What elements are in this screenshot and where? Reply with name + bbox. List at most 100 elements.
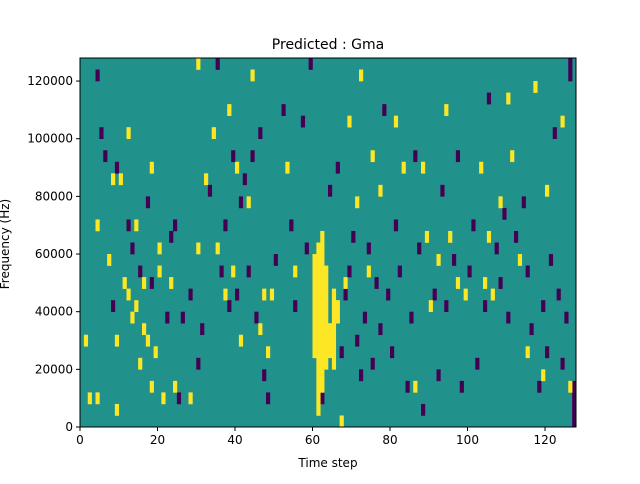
heatmap-cell-low xyxy=(351,230,356,243)
heatmap-cell-low xyxy=(397,265,402,278)
heatmap-cell-low xyxy=(173,219,178,232)
heatmap-cell-low xyxy=(347,265,352,278)
heatmap-cell-low xyxy=(359,369,364,382)
heatmap-cell-high xyxy=(126,288,131,301)
heatmap-cell-high xyxy=(196,242,201,255)
heatmap-cell-low xyxy=(242,173,247,186)
y-tick-label: 60000 xyxy=(35,247,73,261)
heatmap-cell-low xyxy=(529,323,534,336)
heatmap-cell-low xyxy=(545,346,550,359)
heatmap-cell-high xyxy=(393,115,399,128)
heatmap-cell-low xyxy=(370,357,375,370)
heatmap-cell-high xyxy=(250,69,255,82)
heatmap-cell-high xyxy=(149,380,154,393)
x-tick-label: 20 xyxy=(150,433,165,447)
heatmap-cell-low xyxy=(258,127,263,140)
heatmap-cell-low xyxy=(130,242,135,255)
y-tick-label: 100000 xyxy=(27,132,73,146)
heatmap-cell-high xyxy=(215,242,220,255)
heatmap-cell-low xyxy=(215,58,220,70)
heatmap-cell-low xyxy=(537,380,542,393)
heatmap-cell-high xyxy=(246,196,251,209)
heatmap-cell-high xyxy=(231,265,236,278)
heatmap-cell-high xyxy=(149,161,154,174)
heatmap-cell-low xyxy=(308,58,313,70)
heatmap-cell-high xyxy=(169,277,174,289)
heatmap-cell-high xyxy=(95,219,100,232)
heatmap-cell-high xyxy=(142,277,147,289)
heatmap-cell-high xyxy=(258,323,263,336)
heatmap-cell-high xyxy=(161,392,166,405)
heatmap-cell-high xyxy=(262,288,267,301)
y-tick-label: 20000 xyxy=(35,362,73,376)
x-tick-label: 100 xyxy=(456,433,479,447)
heatmap-cell-high xyxy=(204,173,209,186)
heatmap-cell-high xyxy=(142,323,147,336)
y-axis-label: Frequency (Hz) xyxy=(0,199,12,290)
heatmap-cell-low xyxy=(548,254,554,266)
heatmap-cell-low xyxy=(390,346,395,359)
heatmap-cell-low xyxy=(560,357,565,370)
x-tick-label: 120 xyxy=(534,433,557,447)
heatmap-cell-high xyxy=(359,69,364,82)
heatmap-cell-low xyxy=(145,196,151,209)
heatmap-cell-low xyxy=(304,242,309,255)
heatmap-cell-low xyxy=(475,357,480,370)
heatmap-cell-high xyxy=(134,219,139,232)
heatmap-cell-high xyxy=(428,300,433,312)
heatmap-cell-low xyxy=(374,277,379,289)
heatmap-cell-low xyxy=(366,242,371,255)
heatmap-cell-low xyxy=(556,288,561,301)
heatmap-cell-low xyxy=(196,357,201,370)
heatmap-cell-low xyxy=(180,311,185,324)
heatmap-cell-low xyxy=(339,346,344,359)
x-tick-label: 80 xyxy=(382,433,397,447)
heatmap-cell-low xyxy=(227,300,232,312)
heatmap-cell-low xyxy=(467,265,472,278)
heatmap-cell-low xyxy=(231,150,236,163)
heatmap-cell-high xyxy=(285,161,290,174)
heatmap-cell-high xyxy=(107,254,112,266)
heatmap-cell-high xyxy=(235,161,240,174)
heatmap-cell-high xyxy=(533,81,538,93)
heatmap-cell-low xyxy=(572,380,577,428)
heatmap-cell-high xyxy=(498,196,503,209)
heatmap-cell-low xyxy=(444,300,449,312)
heatmap-cell-high xyxy=(378,184,383,197)
heatmap-cell-low xyxy=(95,69,100,82)
heatmap-cell-high xyxy=(545,184,550,197)
heatmap-cell-high xyxy=(238,334,244,347)
heatmap-cell-low xyxy=(207,184,213,197)
plot-frame xyxy=(79,57,577,428)
heatmap-cell-low xyxy=(223,219,228,232)
heatmap-cell-low xyxy=(483,300,488,312)
heatmap-cell-low xyxy=(219,265,224,278)
heatmap-cell-low xyxy=(506,311,511,324)
x-tick-label: 60 xyxy=(305,433,320,447)
heatmap-cell-high xyxy=(401,161,406,174)
heatmap-cell-high xyxy=(560,115,565,128)
heatmap-cell-high xyxy=(114,334,120,347)
heatmap-cell-low xyxy=(188,288,193,301)
heatmap-cell-high xyxy=(211,127,216,140)
heatmap-cell-low xyxy=(343,288,348,301)
heatmap-cell-high xyxy=(173,380,178,393)
heatmap-cell-high xyxy=(486,230,492,243)
heatmap-cell-high xyxy=(223,288,228,301)
heatmap-cell-low xyxy=(405,380,410,393)
heatmap-cell-high xyxy=(293,265,298,278)
heatmap-cell-low xyxy=(246,265,251,278)
heatmap-cell-low xyxy=(386,288,391,301)
heatmap-cell-high xyxy=(111,173,116,186)
heatmap-cell-low xyxy=(378,323,383,336)
heatmap-cell-low xyxy=(250,150,255,163)
heatmap-cell-high xyxy=(95,392,100,405)
heatmap-cell-low xyxy=(266,392,271,405)
heatmap-cell-low xyxy=(552,127,557,140)
heatmap-cell-high xyxy=(87,392,92,405)
heatmap-cell-low xyxy=(452,254,457,266)
heatmap-cell-high xyxy=(328,323,333,359)
x-axis-label: Time step xyxy=(297,456,357,470)
